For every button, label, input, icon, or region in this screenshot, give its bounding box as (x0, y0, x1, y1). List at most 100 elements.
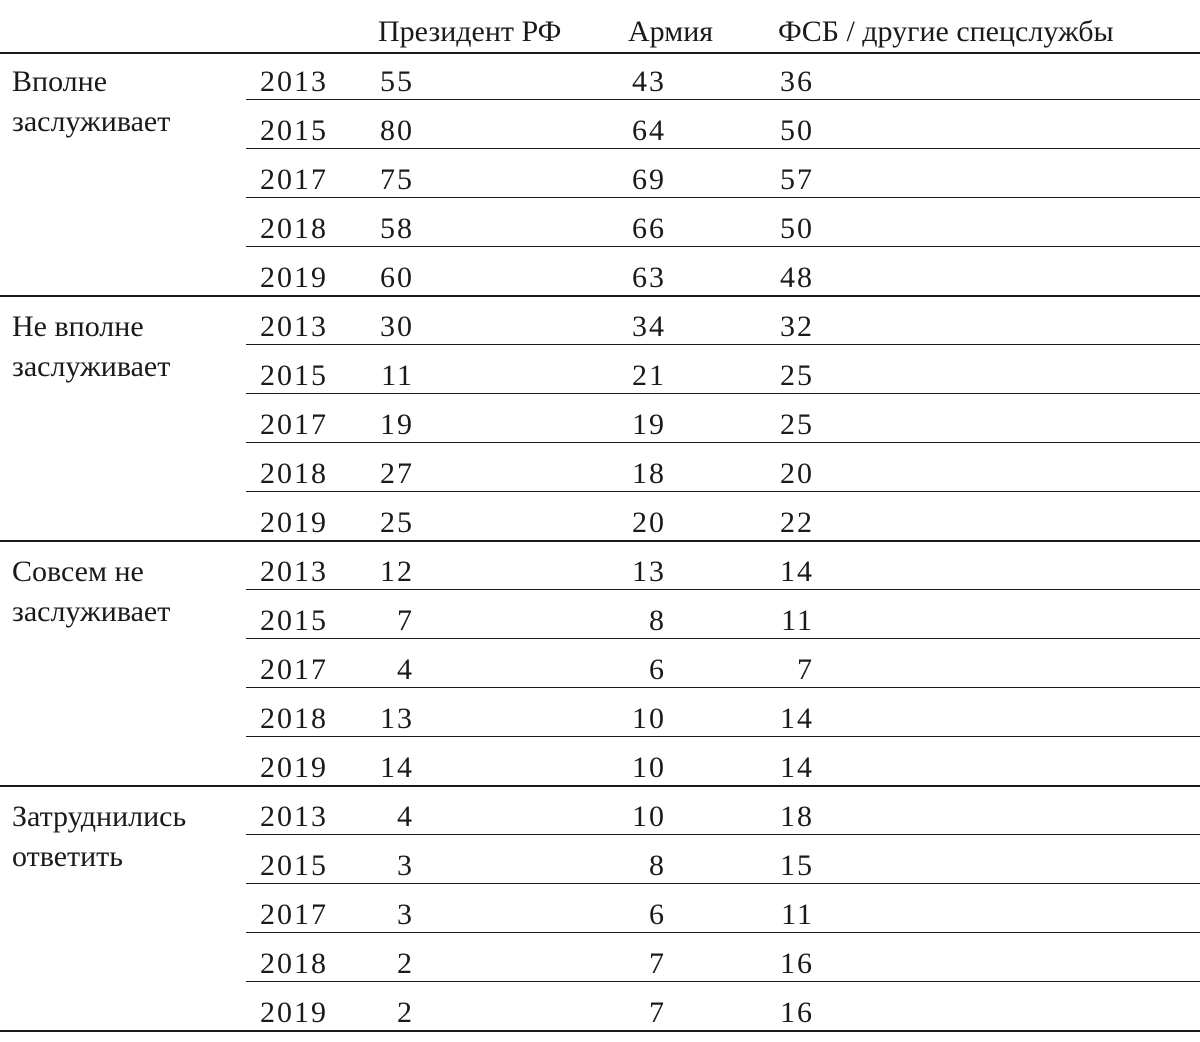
category-label: Затруднились ответить (12, 800, 187, 873)
army-cell: 69 (632, 163, 666, 196)
army-cell: 8 (649, 604, 666, 637)
table-bottom-rule (0, 1030, 1200, 1032)
year-cell: 2017 (260, 163, 328, 196)
army-cell: 64 (632, 114, 666, 147)
row-separator (246, 834, 1200, 835)
army-cell: 43 (632, 65, 666, 98)
fsb-cell: 14 (780, 702, 814, 735)
president-cell: 3 (397, 898, 414, 931)
fsb-cell: 36 (780, 65, 814, 98)
president-cell: 80 (380, 114, 414, 147)
army-cell: 7 (649, 996, 666, 1029)
row-separator (246, 246, 1200, 247)
row-separator (246, 981, 1200, 982)
president-cell: 2 (397, 996, 414, 1029)
group-separator (0, 540, 1200, 542)
army-cell: 21 (632, 359, 666, 392)
army-cell: 8 (649, 849, 666, 882)
president-cell: 4 (397, 653, 414, 686)
row-separator (246, 883, 1200, 884)
year-cell: 2018 (260, 947, 328, 980)
row-separator (246, 442, 1200, 443)
year-cell: 2015 (260, 359, 328, 392)
army-cell: 6 (649, 898, 666, 931)
fsb-cell: 25 (780, 359, 814, 392)
president-cell: 27 (380, 457, 414, 490)
year-cell: 2019 (260, 751, 328, 784)
fsb-cell: 50 (780, 114, 814, 147)
fsb-cell: 16 (780, 947, 814, 980)
army-cell: 7 (649, 947, 666, 980)
fsb-cell: 22 (780, 506, 814, 539)
fsb-cell: 50 (780, 212, 814, 245)
row-separator (246, 638, 1200, 639)
president-cell: 58 (380, 212, 414, 245)
president-cell: 13 (380, 702, 414, 735)
year-cell: 2015 (260, 114, 328, 147)
army-cell: 10 (632, 702, 666, 735)
fsb-cell: 7 (797, 653, 814, 686)
president-cell: 30 (380, 310, 414, 343)
row-separator (246, 344, 1200, 345)
president-cell: 7 (397, 604, 414, 637)
army-cell: 63 (632, 261, 666, 294)
president-cell: 60 (380, 261, 414, 294)
category-label: Совсем не заслуживает (12, 555, 171, 628)
president-cell: 12 (380, 555, 414, 588)
year-cell: 2013 (260, 310, 328, 343)
president-cell: 14 (380, 751, 414, 784)
fsb-cell: 20 (780, 457, 814, 490)
category-label: Не вполне заслуживает (12, 310, 171, 383)
row-separator (246, 589, 1200, 590)
president-cell: 11 (381, 359, 414, 392)
president-cell: 55 (380, 65, 414, 98)
year-cell: 2019 (260, 996, 328, 1029)
group-separator (0, 785, 1200, 787)
president-cell: 75 (380, 163, 414, 196)
fsb-cell: 16 (780, 996, 814, 1029)
year-cell: 2018 (260, 212, 328, 245)
president-cell: 4 (397, 800, 414, 833)
fsb-cell: 14 (780, 555, 814, 588)
year-cell: 2017 (260, 408, 328, 441)
year-cell: 2018 (260, 702, 328, 735)
category-label: Вполне заслуживает (12, 65, 171, 138)
president-cell: 2 (397, 947, 414, 980)
fsb-cell: 11 (781, 604, 814, 637)
year-cell: 2017 (260, 653, 328, 686)
year-cell: 2013 (260, 555, 328, 588)
army-cell: 10 (632, 751, 666, 784)
president-cell: 25 (380, 506, 414, 539)
fsb-cell: 25 (780, 408, 814, 441)
fsb-cell: 32 (780, 310, 814, 343)
year-cell: 2013 (260, 800, 328, 833)
fsb-cell: 11 (781, 898, 814, 931)
army-cell: 18 (632, 457, 666, 490)
year-cell: 2019 (260, 261, 328, 294)
row-separator (246, 393, 1200, 394)
army-cell: 34 (632, 310, 666, 343)
army-cell: 6 (649, 653, 666, 686)
fsb-cell: 14 (780, 751, 814, 784)
group-separator (0, 295, 1200, 297)
army-cell: 20 (632, 506, 666, 539)
header-army: Армия (628, 15, 714, 48)
year-cell: 2015 (260, 604, 328, 637)
header-president: Президент РФ (378, 15, 562, 48)
fsb-cell: 15 (780, 849, 814, 882)
year-cell: 2019 (260, 506, 328, 539)
row-separator (246, 197, 1200, 198)
year-cell: 2015 (260, 849, 328, 882)
fsb-cell: 18 (780, 800, 814, 833)
fsb-cell: 48 (780, 261, 814, 294)
row-separator (246, 932, 1200, 933)
army-cell: 19 (632, 408, 666, 441)
year-cell: 2017 (260, 898, 328, 931)
year-cell: 2018 (260, 457, 328, 490)
row-separator (246, 491, 1200, 492)
army-cell: 10 (632, 800, 666, 833)
year-cell: 2013 (260, 65, 328, 98)
row-separator (246, 687, 1200, 688)
army-cell: 13 (632, 555, 666, 588)
